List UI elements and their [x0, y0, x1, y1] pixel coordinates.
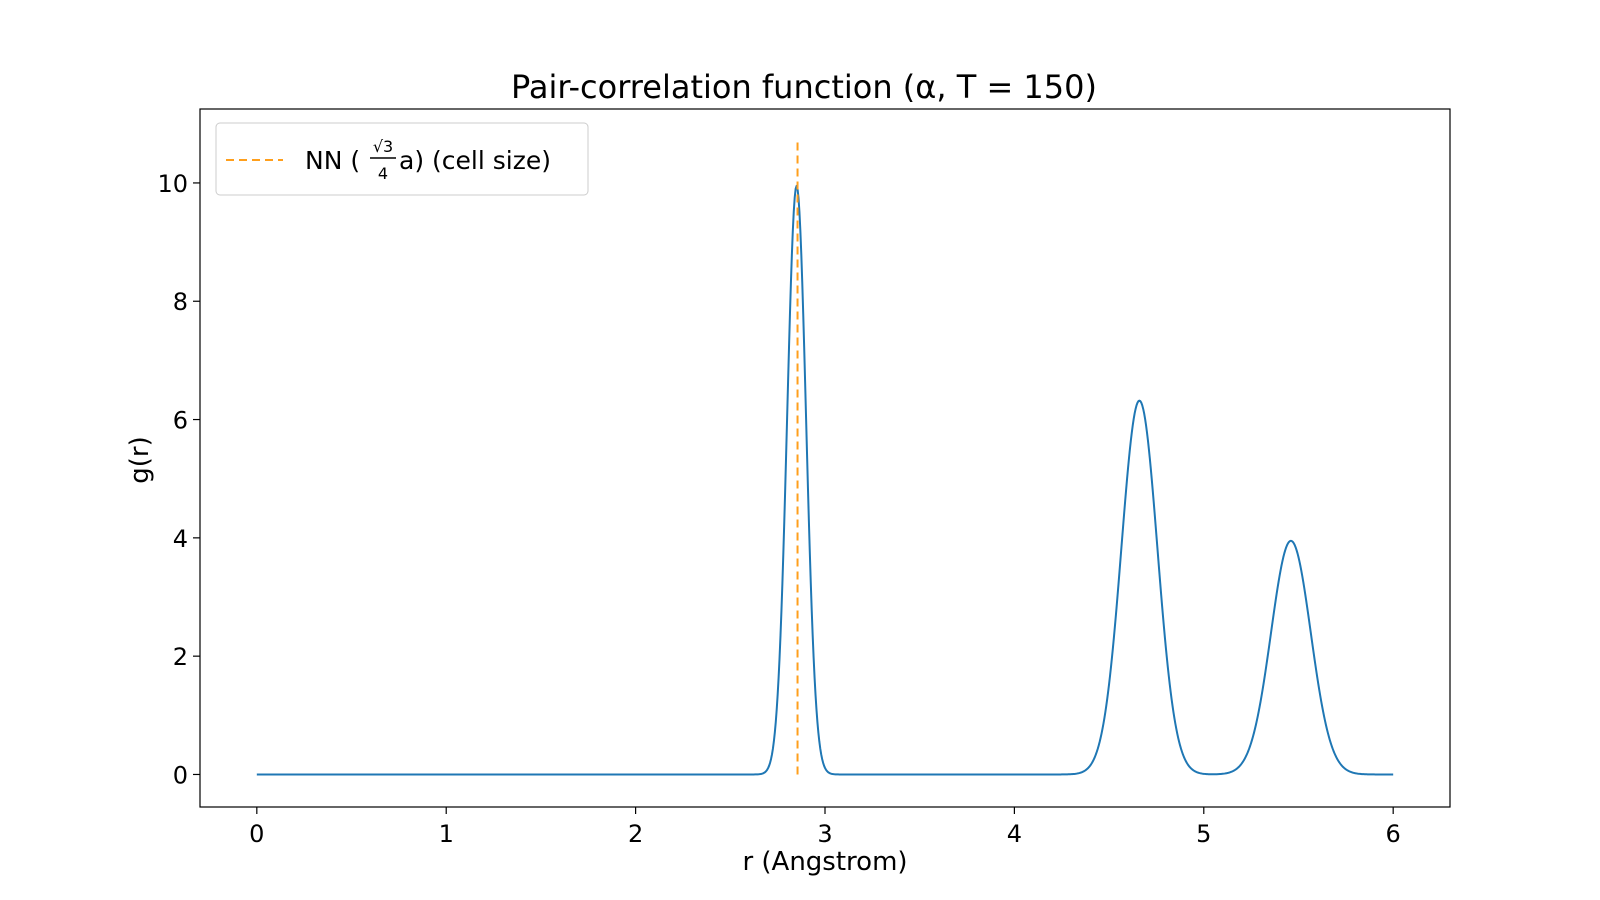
x-tick-label: 5	[1196, 820, 1211, 848]
legend-label-frac-den: 4	[378, 164, 388, 183]
x-tick-label: 1	[439, 820, 454, 848]
y-tick-label: 0	[173, 761, 188, 789]
x-axis-label: r (Angstrom)	[742, 847, 907, 877]
legend-label-frac-num: √3	[373, 137, 393, 156]
y-tick-label: 10	[157, 170, 188, 198]
y-tick-label: 4	[173, 525, 188, 553]
legend-label-suffix: a) (cell size)	[399, 146, 551, 175]
plot-frame	[199, 108, 1451, 808]
y-axis: 0 2 4 6 8 10	[157, 170, 200, 789]
chart-title: Pair-correlation function (α, T = 150)	[511, 68, 1097, 106]
y-axis-label: g(r)	[125, 436, 155, 483]
x-axis: 0 1 2 3 4 5 6	[249, 807, 1401, 848]
y-tick-label: 6	[173, 407, 188, 435]
series-layer	[256, 141, 1394, 776]
x-tick-label: 4	[1007, 820, 1022, 848]
x-tick-label: 2	[628, 820, 643, 848]
legend-label-prefix: NN (	[305, 146, 360, 175]
legend-box	[215, 122, 589, 196]
g-r-series-line	[256, 184, 1394, 776]
legend: NN ( √3 4 a) (cell size)	[215, 122, 589, 196]
y-tick-label: 8	[173, 288, 188, 316]
x-tick-label: 3	[817, 820, 832, 848]
y-tick-label: 2	[173, 643, 188, 671]
x-tick-label: 6	[1386, 820, 1401, 848]
x-tick-label: 0	[249, 820, 264, 848]
